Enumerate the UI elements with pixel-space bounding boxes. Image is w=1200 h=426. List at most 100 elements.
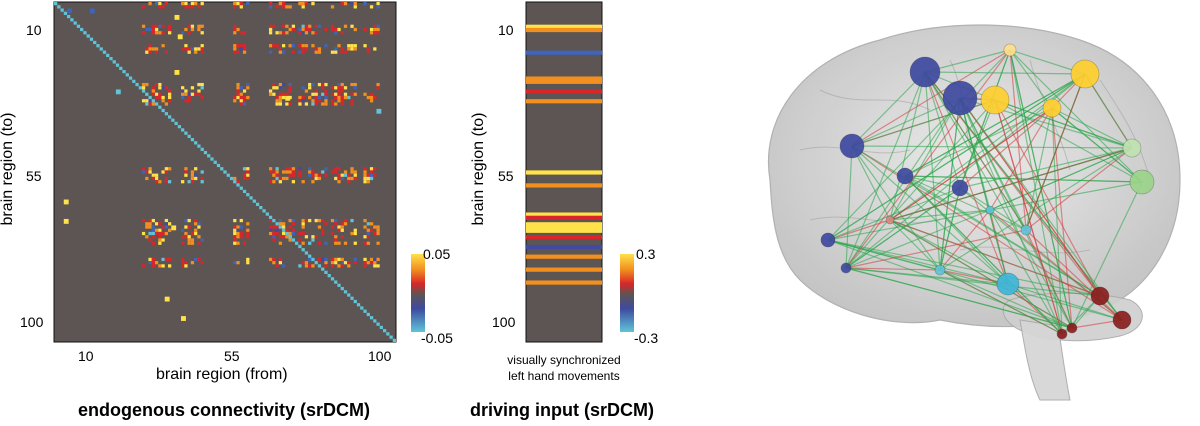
matrix-diagonal-cell bbox=[282, 228, 286, 232]
matrix-cell bbox=[317, 176, 322, 181]
matrix-cell bbox=[275, 86, 279, 90]
y-axis-label-middle: brain region (to) bbox=[470, 112, 487, 226]
matrix-cell bbox=[275, 167, 279, 171]
matrix-cell bbox=[194, 47, 198, 51]
matrix-cell bbox=[376, 82, 380, 87]
brain-edge bbox=[889, 71, 926, 221]
matrix-cell bbox=[154, 27, 159, 32]
matrix-cell bbox=[190, 241, 195, 245]
matrix-cell bbox=[151, 261, 155, 265]
matrix-diagonal-cell bbox=[255, 202, 260, 206]
matrix-cell bbox=[268, 92, 273, 96]
matrix-cell bbox=[239, 47, 243, 51]
brain-edge bbox=[904, 175, 1063, 335]
brain-node bbox=[909, 56, 941, 88]
matrix-cell bbox=[63, 218, 69, 224]
brain-node bbox=[896, 167, 914, 185]
matrix-cell bbox=[151, 102, 155, 106]
matrix-cell bbox=[233, 235, 237, 239]
matrix-cell bbox=[187, 99, 191, 103]
matrix-cell bbox=[321, 86, 325, 90]
matrix-cell bbox=[200, 50, 204, 54]
matrix-cell bbox=[337, 167, 341, 171]
matrix-cell bbox=[184, 92, 188, 96]
matrix-cell bbox=[321, 102, 325, 106]
matrix-cell bbox=[278, 218, 282, 223]
matrix-cell bbox=[330, 225, 335, 229]
matrix-cell bbox=[145, 50, 149, 54]
driving-row bbox=[526, 222, 602, 227]
brain-edge bbox=[827, 181, 1143, 241]
matrix-cell bbox=[321, 228, 325, 232]
matrix-cell bbox=[181, 31, 185, 35]
matrix-cell bbox=[285, 92, 289, 96]
matrix-cell bbox=[154, 228, 159, 232]
matrix-diagonal-cell bbox=[288, 235, 292, 239]
matrix-diagonal-cell bbox=[242, 189, 247, 194]
matrix-diagonal-cell bbox=[268, 215, 273, 219]
matrix-cell bbox=[301, 180, 305, 184]
matrix-cell bbox=[141, 170, 146, 174]
brain-node bbox=[885, 215, 895, 225]
matrix-cell bbox=[141, 264, 146, 268]
matrix-cell bbox=[242, 50, 247, 54]
matrix-cell bbox=[275, 170, 279, 174]
matrix-cell bbox=[304, 235, 309, 239]
matrix-cell bbox=[317, 50, 322, 54]
matrix-cell bbox=[334, 170, 338, 174]
matrix-cell bbox=[278, 99, 282, 103]
matrix-cell bbox=[282, 235, 286, 239]
matrix-cell bbox=[151, 92, 155, 96]
brain-edge bbox=[959, 147, 1133, 189]
matrix-cell bbox=[268, 167, 273, 171]
matrix-cell bbox=[317, 257, 322, 262]
matrix-cell bbox=[239, 225, 243, 229]
matrix-cell bbox=[350, 44, 354, 48]
matrix-cell bbox=[151, 231, 155, 236]
matrix-diagonal-cell bbox=[259, 206, 263, 210]
matrix-cell bbox=[330, 86, 335, 90]
matrix-cell bbox=[164, 218, 168, 223]
matrix-cell bbox=[366, 47, 370, 51]
matrix-cell bbox=[340, 50, 344, 54]
matrix-cell bbox=[190, 176, 195, 181]
matrix-cell bbox=[164, 225, 168, 229]
matrix-cell bbox=[158, 95, 162, 100]
matrix-cell bbox=[301, 261, 305, 265]
matrix-cell bbox=[291, 180, 296, 184]
matrix-cell bbox=[197, 89, 201, 93]
matrix-diagonal-cell bbox=[203, 150, 208, 155]
matrix-cell bbox=[154, 173, 159, 177]
matrix-cell bbox=[308, 218, 312, 223]
matrix-cell bbox=[145, 170, 149, 174]
matrix-cell bbox=[340, 31, 344, 35]
matrix-cell bbox=[181, 235, 185, 239]
brain-edge bbox=[845, 209, 991, 269]
matrix-cell bbox=[141, 218, 146, 223]
matrix-cell bbox=[236, 50, 240, 54]
matrix-cell bbox=[340, 261, 344, 265]
matrix-cell bbox=[236, 231, 240, 236]
matrix-cell bbox=[233, 95, 237, 100]
matrix-cell bbox=[334, 235, 338, 239]
matrix-cell bbox=[324, 44, 328, 48]
driving-row bbox=[526, 24, 602, 29]
matrix-cell bbox=[184, 235, 188, 239]
matrix-cell bbox=[311, 31, 315, 35]
matrix-diagonal-cell bbox=[135, 82, 139, 87]
matrix-cell bbox=[236, 225, 240, 229]
brain-edge bbox=[827, 49, 1011, 241]
matrix-diagonal-cell bbox=[141, 89, 146, 93]
matrix-cell bbox=[239, 86, 243, 90]
matrix-cell bbox=[304, 89, 309, 93]
matrix-cell bbox=[301, 27, 305, 32]
matrix-cell bbox=[291, 170, 296, 174]
matrix-cell bbox=[158, 231, 162, 236]
matrix-diagonal-cell bbox=[154, 102, 159, 106]
matrix-cell bbox=[164, 102, 168, 106]
matrix-cell bbox=[181, 95, 185, 100]
matrix-cell bbox=[366, 231, 370, 236]
matrix-cell bbox=[369, 27, 374, 32]
matrix-cell bbox=[350, 24, 354, 28]
matrix-cell bbox=[314, 235, 318, 239]
